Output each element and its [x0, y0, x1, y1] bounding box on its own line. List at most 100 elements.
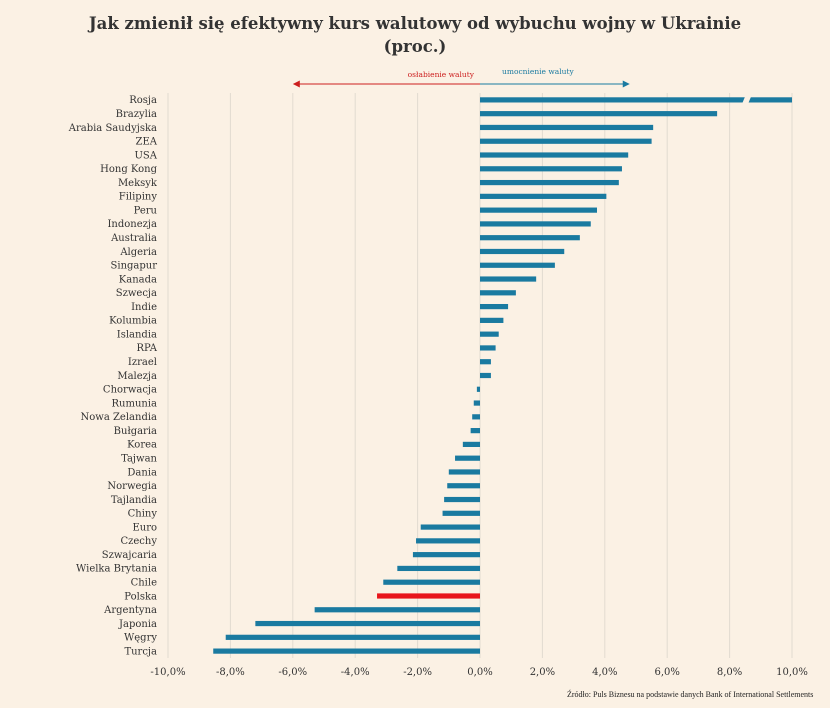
bar: [480, 331, 499, 337]
x-tick-label: 0,0%: [467, 667, 492, 678]
source-note: Źródło: Puls Biznesu na podstawie danych…: [567, 690, 814, 699]
bar: [480, 166, 622, 172]
bar: [377, 593, 480, 599]
bar: [462, 441, 480, 448]
category-label: RPA: [136, 343, 157, 354]
x-tick-label: -8,0%: [216, 667, 245, 678]
category-label: Japonia: [118, 619, 157, 630]
category-label: Meksyk: [118, 178, 158, 189]
bar: [448, 469, 480, 475]
bar: [480, 262, 555, 268]
bar: [480, 221, 591, 227]
bar: [416, 538, 480, 544]
bar: [480, 276, 537, 282]
bar: [480, 111, 718, 117]
bar: [480, 345, 496, 351]
bar: [480, 359, 491, 365]
bar: [225, 634, 480, 640]
bar: [447, 483, 480, 489]
category-label: Arabia Saudyjska: [68, 123, 157, 134]
category-label: ZEA: [136, 137, 158, 148]
category-label: Kanada: [119, 274, 157, 285]
category-label: Węgry: [124, 633, 157, 644]
category-label: Nowa Zelandia: [81, 412, 158, 423]
bar: [480, 317, 504, 323]
x-tick-label: 8,0%: [717, 667, 742, 678]
x-tick-label: 10,0%: [776, 667, 808, 678]
bar: [480, 138, 652, 144]
x-tick-label: 4,0%: [592, 667, 617, 678]
category-label: Algeria: [119, 247, 157, 258]
weakening-arrow-head: [292, 80, 300, 88]
bar: [255, 620, 480, 627]
x-tick-label: -4,0%: [341, 667, 370, 678]
category-label: Malezja: [117, 371, 157, 382]
bar: [444, 496, 480, 503]
chart-title: Jak zmienił się efektywny kurs walutowy …: [88, 14, 742, 33]
category-label: Rumunia: [112, 398, 158, 409]
category-label: Izrael: [128, 357, 157, 368]
bar: [470, 428, 480, 434]
bar: [473, 400, 480, 406]
bar: [480, 207, 597, 213]
category-label: Australia: [110, 233, 157, 244]
x-tick-label: -10,0%: [150, 667, 185, 678]
category-label: Chorwacja: [103, 385, 157, 396]
bar: [480, 179, 619, 186]
category-label: Norwegia: [107, 481, 157, 492]
bar: [480, 235, 580, 241]
x-tick-label: -6,0%: [278, 667, 307, 678]
strengthening-label: umocnienie waluty: [502, 67, 575, 76]
bar: [412, 552, 480, 558]
category-label: Rosja: [129, 95, 157, 106]
strengthening-arrow-head: [622, 80, 630, 88]
bar: [480, 193, 607, 199]
bar: [213, 648, 481, 654]
category-label: Chile: [131, 578, 157, 589]
x-tick-label: 6,0%: [654, 667, 679, 678]
x-tick-label: 2,0%: [530, 667, 555, 678]
category-label: USA: [135, 150, 158, 161]
bar: [480, 152, 629, 158]
category-label: Peru: [134, 205, 158, 216]
category-label: Turcja: [124, 646, 157, 657]
bar: [480, 248, 565, 255]
bar: [480, 303, 509, 310]
category-label: Chiny: [128, 509, 158, 520]
category-label: Brazylia: [116, 109, 157, 120]
bar: [397, 565, 480, 572]
category-label: Singapur: [111, 261, 158, 272]
category-label: Argentyna: [103, 605, 157, 616]
bar: [455, 455, 480, 461]
category-label: Filipiny: [119, 192, 158, 203]
category-label: Islandia: [117, 329, 157, 340]
bar: [480, 124, 654, 131]
category-label: Szwajcaria: [102, 550, 157, 561]
axis-break-mark: [741, 93, 753, 106]
bar: [472, 414, 480, 420]
category-label: Bułgaria: [114, 426, 157, 437]
bar: [383, 579, 480, 585]
category-label: Szwecja: [116, 288, 157, 299]
weakening-label: osłabienie waluty: [408, 70, 475, 79]
category-label: Dania: [127, 467, 157, 478]
category-label: Czechy: [120, 536, 157, 547]
category-label: Tajlandia: [111, 495, 157, 506]
bar: [476, 386, 480, 392]
bar: [480, 290, 516, 296]
category-label: Tajwan: [121, 453, 157, 464]
bar: [480, 372, 491, 379]
category-label: Euro: [132, 522, 157, 533]
category-label: Wielka Brytania: [76, 564, 157, 575]
category-label: Indonezja: [107, 219, 157, 230]
bar: [480, 97, 792, 103]
category-label: Hong Kong: [100, 164, 157, 175]
category-label: Korea: [127, 440, 157, 451]
category-label: Indie: [131, 302, 157, 313]
chart-subtitle: (proc.): [383, 37, 447, 56]
bar: [442, 510, 480, 516]
category-label: Polska: [124, 591, 157, 602]
bar: [420, 524, 480, 530]
category-label: Kolumbia: [109, 316, 157, 327]
